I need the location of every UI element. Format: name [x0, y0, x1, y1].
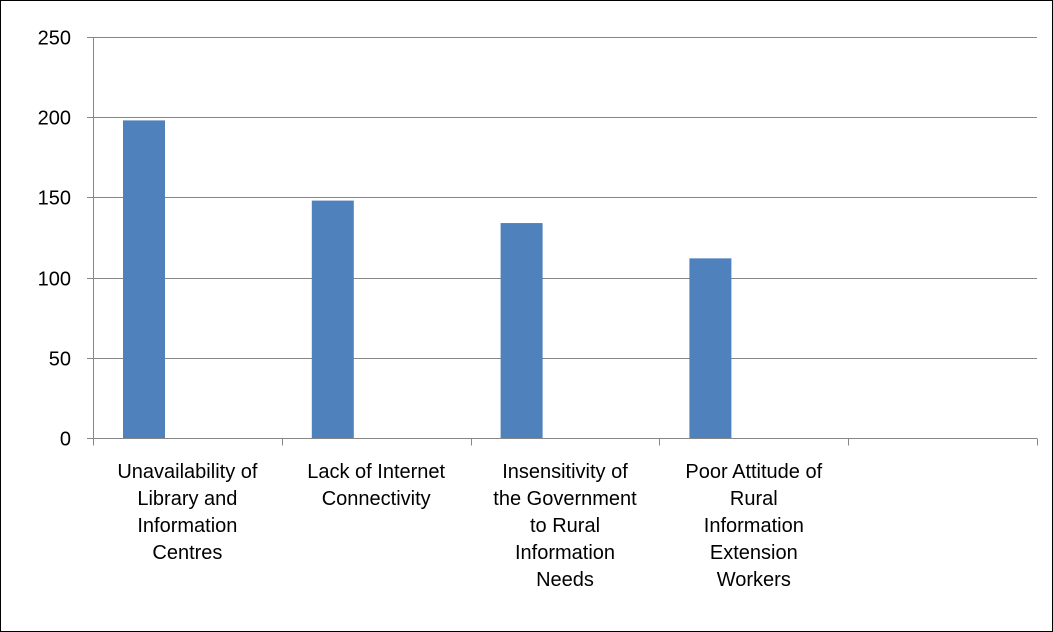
category-label-line: the Government [493, 488, 637, 510]
gridlines [93, 37, 1037, 359]
y-tick-label: 50 [49, 349, 71, 371]
y-tick-label: 150 [38, 188, 71, 210]
category-label-line: Unavailability of [117, 461, 258, 483]
category-label-line: Poor Attitude of [685, 461, 822, 483]
x-axis-category-labels: Unavailability of Library and Information C… [117, 461, 822, 591]
category-label-4: Poor Attitude of Rural Information Extensio… [685, 461, 822, 591]
category-label-line: Centres [152, 542, 222, 564]
axes [87, 37, 1038, 446]
category-label-line: Information [515, 542, 615, 564]
category-label-line: Rural [730, 488, 778, 510]
bars [123, 120, 732, 439]
category-label-line: Lack of Internet [307, 461, 445, 483]
bar-2 [311, 200, 354, 438]
bar-4 [689, 258, 732, 438]
category-label-line: Needs [536, 569, 594, 591]
category-label-line: Extension [710, 542, 798, 564]
category-label-2: Lack of Internet Connectivity [307, 461, 445, 510]
y-tick-label: 200 [38, 108, 71, 130]
y-axis-tick-labels: 0 50 100 150 200 250 [38, 28, 71, 451]
bar-3 [500, 223, 543, 438]
category-label-line: Insensitivity of [502, 461, 628, 483]
category-label-line: Workers [717, 569, 791, 591]
y-tick-label: 250 [38, 28, 71, 50]
category-label-line: Information [137, 515, 237, 537]
category-label-line: to Rural [530, 515, 600, 537]
y-tick-label: 100 [38, 269, 71, 291]
bar-1 [123, 120, 165, 439]
y-tick-label: 0 [60, 429, 71, 451]
category-label-1: Unavailability of Library and Information C… [117, 461, 258, 564]
category-label-3: Insensitivity of the Government to Rural In… [493, 461, 637, 591]
category-label-line: Library and [137, 488, 237, 510]
category-label-line: Connectivity [322, 488, 431, 510]
category-label-line: Information [704, 515, 804, 537]
